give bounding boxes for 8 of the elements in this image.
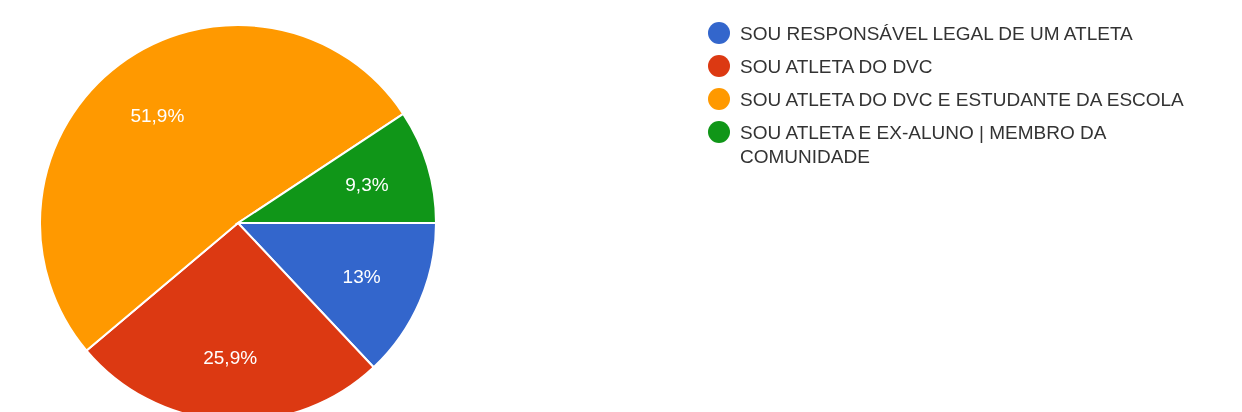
legend-label: SOU ATLETA DO DVC xyxy=(740,55,933,79)
data-label: 9,3% xyxy=(345,173,389,195)
data-label: 25,9% xyxy=(203,346,258,368)
legend-label: SOU ATLETA DO DVC E ESTUDANTE DA ESCOLA xyxy=(740,88,1184,112)
data-label: 13% xyxy=(342,265,381,287)
legend-label: SOU RESPONSÁVEL LEGAL DE UM ATLETA xyxy=(740,22,1133,46)
legend-label: SOU ATLETA E EX-ALUNO | MEMBRO DA COMUNIDADE xyxy=(740,121,1107,169)
data-label: 51,9% xyxy=(130,104,185,126)
